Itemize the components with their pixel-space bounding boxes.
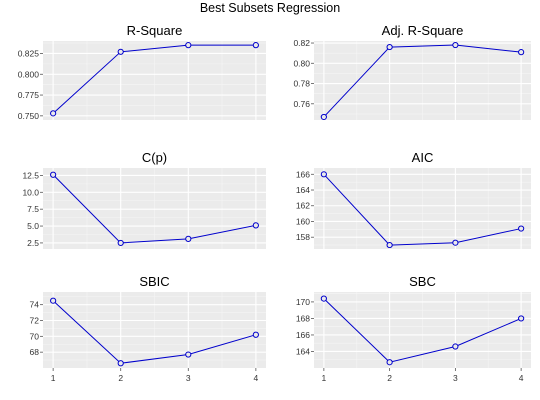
panel-title: AIC: [412, 150, 434, 165]
data-point: [320, 171, 327, 178]
series-line: [52, 300, 257, 364]
x-tick-label: 2: [387, 373, 392, 383]
data-point: [117, 239, 124, 247]
data-point: [185, 235, 192, 242]
y-tick-label: 5.0: [27, 221, 39, 231]
x-tick-label: 3: [453, 373, 458, 383]
y-tick-label: 0.800: [18, 69, 40, 79]
panel-title: C(p): [142, 150, 167, 165]
series-line: [323, 173, 522, 246]
data-point: [117, 48, 124, 55]
data-point: [386, 359, 393, 366]
data-point: [518, 315, 525, 322]
series-line: [52, 174, 256, 244]
y-tick-label: 0.76: [293, 99, 310, 109]
y-tick-label: 68: [30, 347, 40, 357]
data-point: [252, 331, 259, 338]
panel-3: 2.5 5.0 7.5 10.0 12.5 C(p): [22, 150, 266, 249]
x-tick-label: 1: [51, 373, 56, 383]
data-point: [518, 225, 525, 232]
panel-2: 0.76 0.78 0.80 0.82 Adj. R-Square: [293, 23, 531, 121]
y-tick-label: 158: [296, 232, 310, 242]
x-tick-label: 3: [186, 373, 191, 383]
data-point: [252, 42, 259, 49]
x-tick-label: 4: [253, 373, 258, 383]
y-tick-label: 72: [30, 316, 40, 326]
y-tick-label: 162: [296, 201, 310, 211]
panel-4: 158 160 162 164 166 AIC: [296, 150, 531, 249]
data-point: [50, 297, 57, 304]
data-point: [320, 295, 327, 302]
y-tick-label: 164: [296, 346, 310, 356]
y-tick-label: 7.5: [27, 204, 39, 214]
series-line: [323, 44, 522, 118]
data-point: [386, 241, 393, 249]
y-tick-label: 170: [296, 297, 310, 307]
y-tick-label: 168: [296, 313, 310, 323]
panel-5: 68 70 72 74 1 2 3 4 SBIC: [30, 274, 266, 383]
data-point: [185, 42, 192, 49]
panel-title: Adj. R-Square: [382, 23, 464, 38]
y-tick-label: 70: [30, 331, 40, 341]
data-point: [252, 222, 259, 229]
x-tick-label: 2: [118, 373, 123, 383]
data-point: [452, 239, 459, 246]
panel-title: SBC: [409, 274, 436, 289]
y-tick-label: 0.82: [293, 38, 310, 48]
panel-1: 0.750 0.775 0.800 0.825 R-Square: [18, 23, 266, 121]
data-point: [117, 360, 124, 367]
y-tick-label: 74: [30, 300, 40, 310]
data-point: [386, 43, 393, 51]
y-tick-label: 0.750: [18, 111, 40, 121]
y-tick-label: 164: [296, 185, 310, 195]
data-point: [518, 49, 525, 56]
data-point: [452, 41, 459, 49]
x-tick-label: 1: [321, 373, 326, 383]
series-line: [52, 44, 256, 114]
data-point: [185, 351, 192, 358]
data-point: [50, 171, 57, 178]
x-tick-label: 4: [519, 373, 524, 383]
panel-6: 164 166 168 170 1 2 3 4 SBC: [296, 274, 531, 383]
y-tick-label: 10.0: [22, 187, 39, 197]
y-tick-label: 0.80: [293, 58, 310, 68]
y-tick-label: 166: [296, 169, 310, 179]
y-tick-label: 0.825: [18, 48, 40, 58]
y-tick-label: 2.5: [27, 238, 39, 248]
data-point: [50, 110, 57, 117]
data-point: [320, 113, 327, 121]
y-tick-label: 166: [296, 330, 310, 340]
y-tick-label: 0.78: [293, 79, 310, 89]
y-tick-label: 0.775: [18, 90, 40, 100]
series-line: [323, 298, 522, 363]
figure-title: Best Subsets Regression: [199, 1, 341, 15]
panel-title: SBIC: [139, 274, 169, 289]
panel-title: R-Square: [127, 23, 183, 38]
data-point: [452, 343, 459, 350]
y-tick-label: 160: [296, 216, 310, 226]
y-tick-label: 12.5: [22, 170, 39, 180]
